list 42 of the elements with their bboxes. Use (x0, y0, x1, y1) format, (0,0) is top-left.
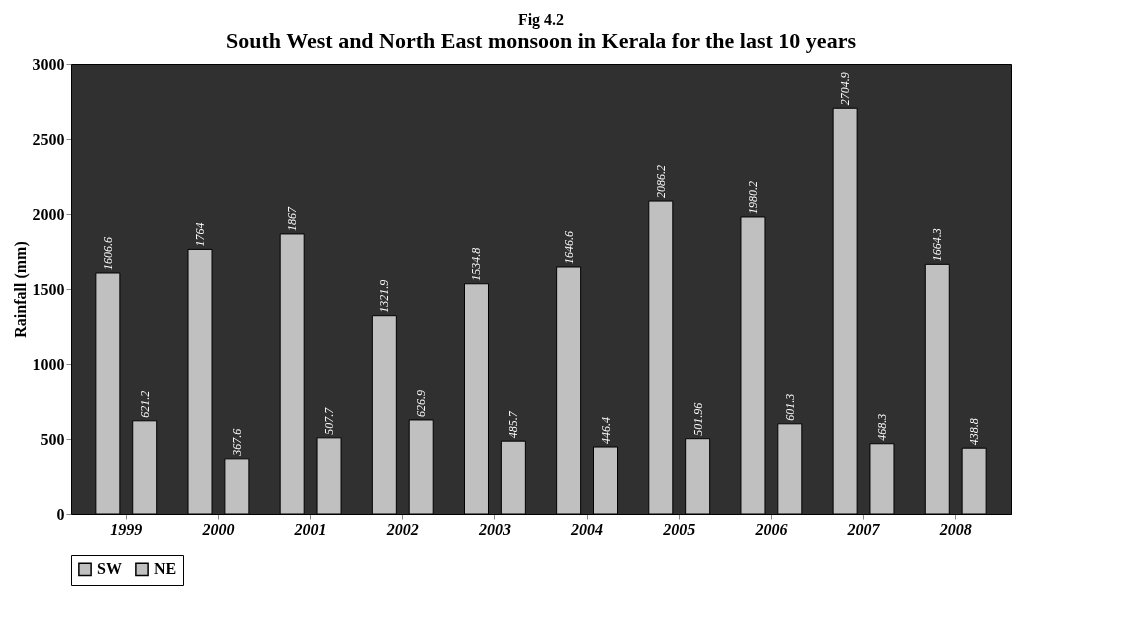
y-tick-label: 2000 (32, 205, 65, 223)
y-axis-title: Rainfall (mm) (11, 241, 30, 338)
data-label: 446.4 (598, 417, 613, 445)
data-label: 621.2 (137, 390, 152, 418)
chart-title: Fig 4.2 (517, 11, 565, 29)
data-label: 1606.6 (100, 237, 115, 271)
y-tick-label: 500 (40, 430, 65, 448)
legend-label: NE (154, 560, 177, 578)
y-tick-label: 2500 (32, 130, 65, 148)
y-tick-label: 1500 (32, 280, 65, 298)
y-tick-label: 0 (56, 505, 65, 523)
x-tick-label: 2003 (477, 520, 511, 538)
y-tick-label: 3000 (32, 55, 65, 73)
data-label: 507.7 (322, 406, 337, 435)
data-label: 626.9 (414, 389, 429, 417)
data-label: 367.6 (229, 428, 244, 457)
data-label: 1764 (193, 222, 208, 247)
x-tick-label: 2002 (385, 520, 419, 538)
x-tick-label: 2008 (938, 520, 972, 538)
x-tick-label: 2001 (293, 520, 327, 538)
data-label: 485.7 (506, 410, 521, 439)
legend-label: SW (97, 560, 122, 578)
data-label: 1664.3 (930, 228, 945, 262)
data-label: 501.96 (690, 402, 705, 436)
data-label: 2086.2 (653, 165, 668, 199)
data-label: 601.3 (782, 393, 797, 421)
data-label: 1980.2 (745, 180, 760, 214)
x-tick-label: 2007 (846, 520, 881, 538)
x-tick-label: 2000 (201, 520, 235, 538)
x-tick-label: 2005 (662, 520, 696, 538)
chart-subtitle: South West and North East monsoon in Kerala for the last 10 years (226, 28, 857, 53)
data-label: 438.8 (967, 418, 982, 446)
data-label: 1867 (285, 205, 300, 231)
data-label: 468.3 (874, 413, 889, 441)
data-label: 1321.9 (377, 279, 392, 313)
x-tick-label: 2006 (754, 520, 788, 538)
x-tick-label: 1999 (110, 520, 143, 538)
x-tick-label: 2004 (570, 520, 604, 538)
y-tick-label: 1000 (32, 355, 65, 373)
data-label: 1534.8 (469, 247, 484, 281)
data-label: 2704.9 (838, 72, 853, 106)
data-label: 1646.6 (561, 231, 576, 265)
